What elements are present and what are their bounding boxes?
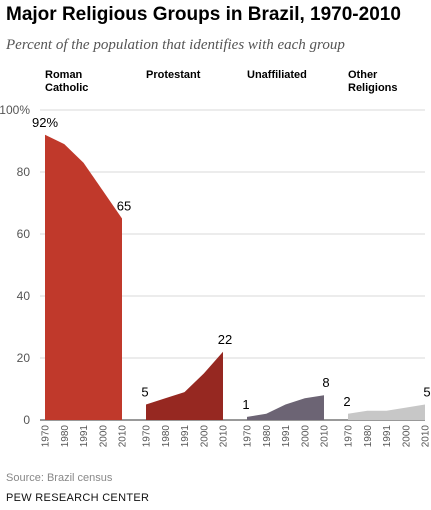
x-tick-label: 1980	[262, 425, 273, 448]
x-tick-label: 1991	[79, 425, 90, 448]
x-tick-label: 1970	[344, 425, 355, 448]
data-label-end: 65	[117, 199, 131, 214]
x-tick-label: 1991	[180, 425, 191, 448]
brand-label: PEW RESEARCH CENTER	[6, 492, 150, 504]
area-unaffiliated	[247, 395, 324, 420]
x-tick-label: 2000	[401, 425, 412, 448]
chart-subtitle: Percent of the population that identifie…	[6, 37, 345, 53]
y-tick-label: 20	[17, 351, 31, 365]
panel-header: Unaffiliated	[247, 69, 307, 81]
y-tick-label: 40	[17, 289, 31, 303]
panel-header: Roman	[45, 69, 83, 81]
x-tick-label: 2010	[219, 425, 230, 448]
data-label-end: 8	[322, 375, 329, 390]
x-tick-label: 2000	[98, 425, 109, 448]
x-tick-label: 2010	[421, 425, 431, 448]
x-tick-label: 1970	[142, 425, 153, 448]
chart-title: Major Religious Groups in Brazil, 1970-2…	[6, 4, 401, 25]
y-tick-label: 0	[23, 413, 30, 427]
area-protestant	[146, 351, 223, 420]
data-label-start: 5	[141, 385, 148, 400]
data-label-end: 5	[423, 385, 430, 400]
data-label-end: 22	[218, 332, 232, 347]
x-tick-label: 1970	[243, 425, 254, 448]
data-label-start: 1	[242, 397, 249, 412]
x-tick-label: 1980	[161, 425, 172, 448]
panel-header: Protestant	[146, 69, 201, 81]
y-tick-label: 60	[17, 227, 31, 241]
area-roman-catholic	[45, 134, 122, 421]
x-tick-label: 2010	[118, 425, 129, 448]
panel-header: Catholic	[45, 82, 88, 94]
x-tick-label: 2000	[300, 425, 311, 448]
y-tick-label: 100%	[0, 103, 30, 117]
x-tick-label: 2000	[199, 425, 210, 448]
x-tick-label: 1970	[41, 425, 52, 448]
data-label-start: 2	[343, 394, 350, 409]
panel-header: Religions	[348, 82, 398, 94]
x-tick-label: 1980	[363, 425, 374, 448]
area-other-religions	[348, 404, 425, 420]
x-tick-label: 1991	[281, 425, 292, 448]
data-label-start: 92%	[32, 115, 58, 130]
y-tick-label: 80	[17, 165, 31, 179]
x-tick-label: 2010	[320, 425, 331, 448]
x-tick-label: 1980	[60, 425, 71, 448]
x-tick-label: 1991	[382, 425, 393, 448]
panel-header: Other	[348, 69, 378, 81]
source-note: Source: Brazil census	[6, 472, 113, 484]
